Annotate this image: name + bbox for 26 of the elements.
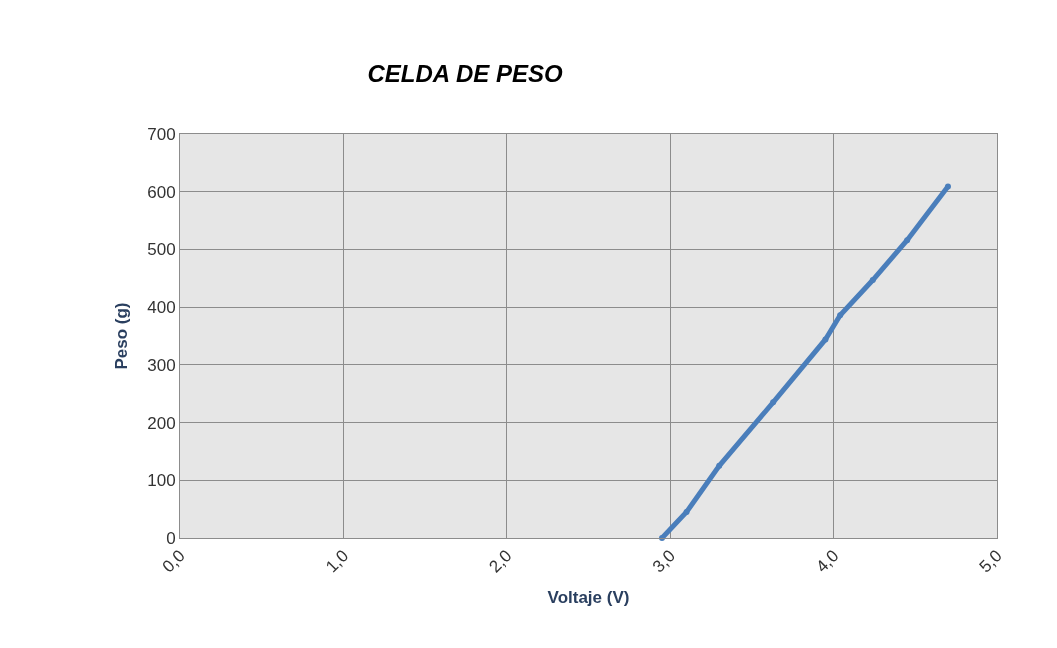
x-axis-title: Voltaje (V) <box>547 587 630 607</box>
y-tick-label: 100 <box>147 471 176 491</box>
y-tick-label: 500 <box>147 240 176 260</box>
y-tick-label: 600 <box>147 182 176 202</box>
point <box>904 237 911 244</box>
chart-title: CELDA DE PESO <box>367 59 563 87</box>
y-tick-label: 300 <box>147 355 176 375</box>
y-tick-label: 200 <box>147 413 176 433</box>
x-tick-label: 4,0 <box>812 546 843 577</box>
point <box>716 462 723 469</box>
point <box>822 336 829 343</box>
point <box>683 509 690 516</box>
point <box>837 312 844 319</box>
y-axis-title: Peso (g) <box>111 302 131 370</box>
x-tick-label: 3,0 <box>648 546 680 577</box>
point <box>869 277 876 284</box>
x-tick-label: 5,0 <box>975 546 1006 577</box>
point <box>659 535 666 541</box>
point <box>944 183 951 190</box>
y-tick-label: 0 <box>166 528 176 548</box>
x-tick-label: 2,0 <box>485 546 516 577</box>
x-tick-label: 1,0 <box>322 546 353 577</box>
point <box>770 399 777 406</box>
x-tick-label: 0,0 <box>158 546 189 577</box>
y-tick-label: 400 <box>147 298 176 318</box>
y-tick-label: 700 <box>147 124 176 144</box>
